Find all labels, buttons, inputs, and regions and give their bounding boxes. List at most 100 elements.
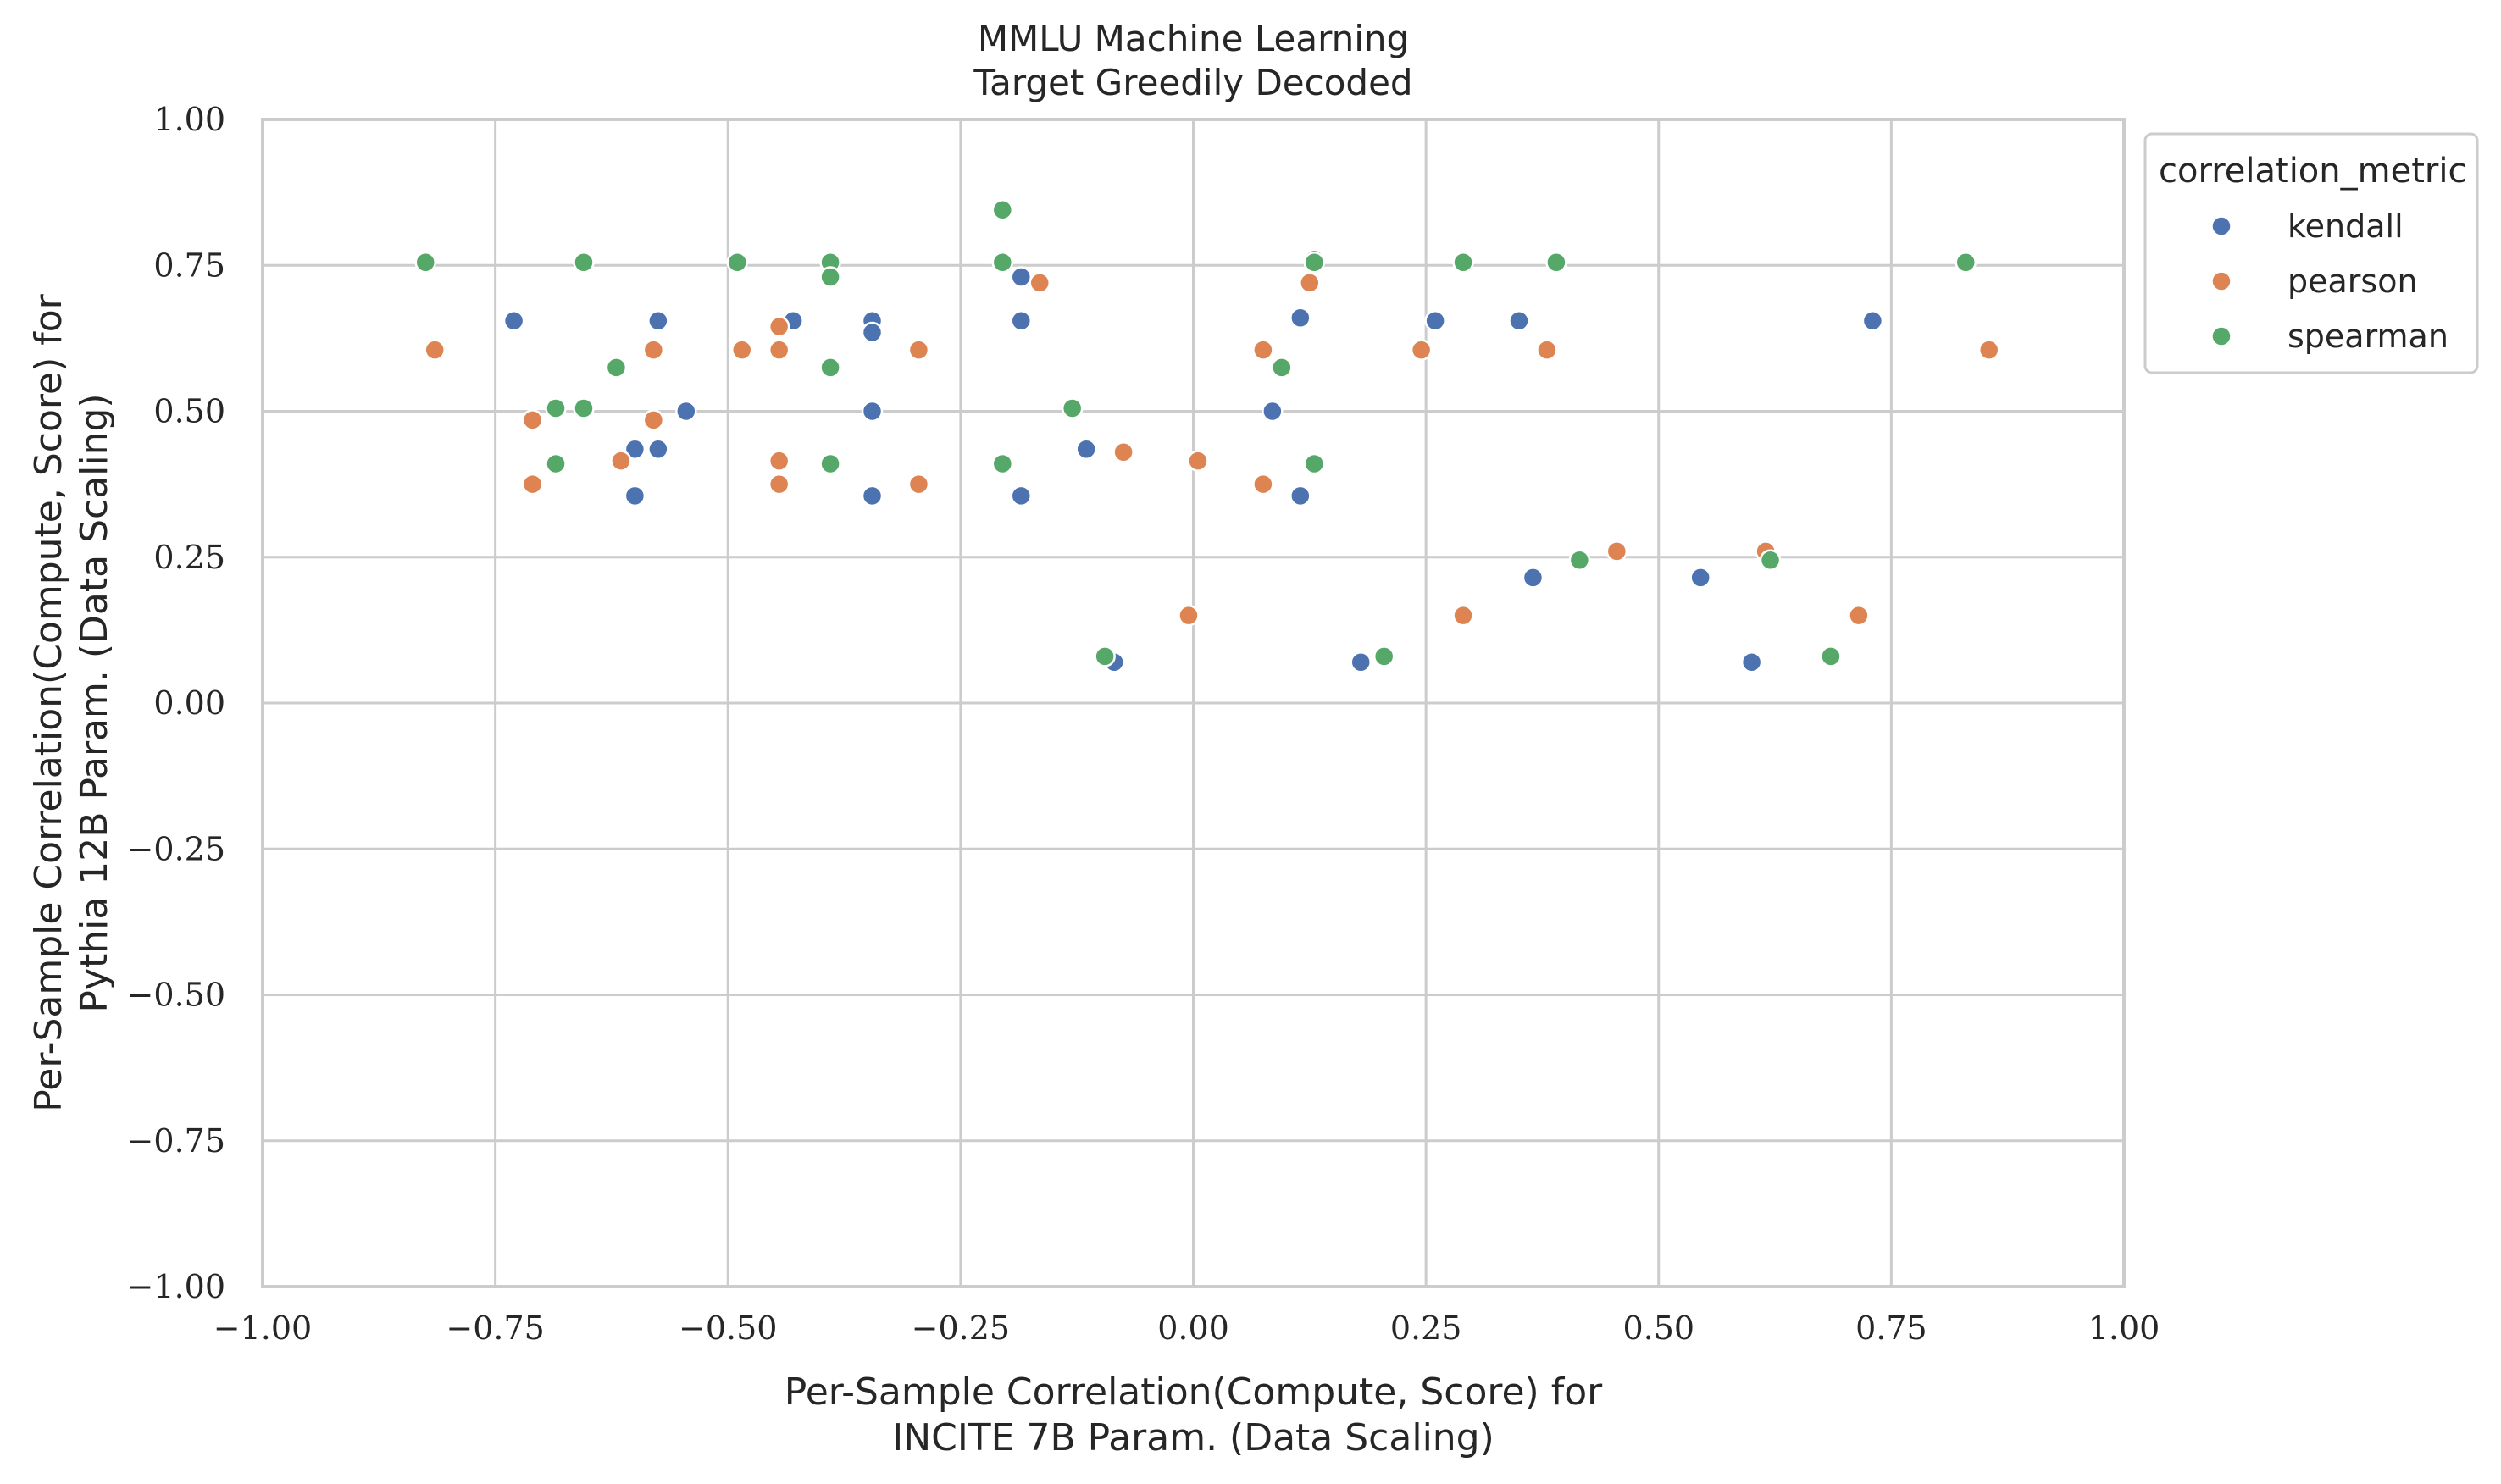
spearman-point: [1372, 645, 1395, 667]
y-tick-label: 0.25: [153, 539, 225, 576]
x-tick-label: −0.75: [446, 1310, 544, 1347]
spearman-point: [819, 452, 841, 475]
spearman-point: [1759, 549, 1782, 571]
pearson-point: [521, 473, 544, 496]
chart-title: MMLU Machine Learning Target Greedily Dec…: [973, 18, 1412, 103]
spearman-point: [545, 397, 567, 419]
pearson-point: [768, 315, 790, 338]
kendall-point: [647, 309, 669, 332]
legend: correlation_metric kendall pearson spearma…: [2143, 132, 2479, 374]
pearson-point: [768, 450, 790, 472]
kendall-point: [624, 438, 646, 461]
pearson-point: [1178, 604, 1200, 627]
spearman-point: [1545, 252, 1567, 274]
spearman-point: [414, 252, 436, 274]
spearman-point: [573, 397, 595, 419]
spearman-point: [1820, 645, 1842, 667]
spearman-point: [726, 252, 748, 274]
spearman-legend-marker: [2210, 325, 2232, 347]
pearson-point: [1112, 440, 1134, 463]
spearman-point: [819, 266, 841, 288]
legend-label-spearman: spearman: [2288, 318, 2448, 355]
spearman-point: [819, 357, 841, 379]
x-tick-label: 0.50: [1622, 1310, 1694, 1347]
kendall-point: [1075, 438, 1097, 461]
pearson-point: [610, 450, 632, 472]
x-tick-label: −0.25: [912, 1310, 1010, 1347]
kendall-point: [1689, 567, 1711, 589]
spearman-point: [1568, 549, 1591, 571]
pearson-point: [1605, 540, 1628, 562]
kendall-point: [1289, 307, 1312, 329]
kendall-legend-marker: [2210, 215, 2232, 237]
pearson-point: [730, 339, 753, 361]
kendall-point: [1262, 400, 1284, 423]
kendall-point: [1010, 309, 1033, 332]
kendall-point: [1424, 309, 1446, 332]
pearson-point: [1410, 339, 1433, 361]
spearman-point: [991, 199, 1014, 221]
kendall-point: [1010, 485, 1033, 507]
x-tick-label: −1.00: [214, 1310, 312, 1347]
y-tick-label: −0.50: [127, 977, 225, 1014]
spearman-point: [991, 452, 1014, 475]
kendall-point: [1861, 309, 1884, 332]
grid-lines: [263, 119, 2124, 1287]
spearman-point: [1452, 252, 1474, 274]
spearman-point: [573, 252, 595, 274]
kendall-point: [647, 438, 669, 461]
kendall-point: [675, 400, 697, 423]
legend-title: correlation_metric: [2159, 152, 2466, 191]
legend-label-kendall: kendall: [2288, 208, 2404, 245]
spearman-point: [1303, 252, 1326, 274]
kendall-point: [861, 485, 884, 507]
y-tick-label: 0.50: [153, 393, 225, 430]
spearman-point: [1303, 452, 1326, 475]
pearson-point: [1848, 604, 1870, 627]
pearson-point: [424, 339, 446, 361]
kendall-point: [624, 485, 646, 507]
pearson-point: [1977, 339, 2000, 361]
kendall-point: [1508, 309, 1530, 332]
spearman-point: [605, 357, 628, 379]
pearson-point: [768, 339, 790, 361]
pearson-point: [642, 409, 665, 431]
pearson-point: [521, 409, 544, 431]
y-tick-label: −1.00: [127, 1268, 225, 1305]
kendall-point: [861, 400, 884, 423]
x-tick-label: 0.00: [1157, 1310, 1229, 1347]
x-tick-label: −0.50: [679, 1310, 777, 1347]
x-tick-label: 0.75: [1855, 1310, 1927, 1347]
pearson-point: [1299, 272, 1321, 294]
spearman-point: [1061, 397, 1084, 419]
plot-area-frame: [261, 118, 2126, 1288]
y-tick-label: 0.00: [153, 684, 225, 722]
pearson-point: [1187, 450, 1209, 472]
legend-items: kendall pearson spearman: [2210, 208, 2448, 355]
y-axis-label: Per-Sample Correlation(Compute, Score) f…: [27, 293, 116, 1111]
x-tick-label: 1.00: [2088, 1310, 2160, 1347]
spearman-point: [1271, 357, 1293, 379]
pearson-point: [907, 473, 930, 496]
kendall-point: [1350, 651, 1372, 673]
pearson-point: [1452, 604, 1474, 627]
spearman-point: [545, 452, 567, 475]
pearson-point: [1029, 272, 1051, 294]
kendall-point: [502, 309, 525, 332]
legend-label-pearson: pearson: [2288, 263, 2418, 300]
pearson-point: [768, 473, 790, 496]
pearson-point: [1252, 339, 1274, 361]
pearson-point: [1536, 339, 1558, 361]
x-tick-label: 0.25: [1390, 1310, 1462, 1347]
kendall-point: [1740, 651, 1763, 673]
y-tick-label: −0.75: [127, 1122, 225, 1160]
y-tick-label: 0.75: [153, 246, 225, 284]
x-axis-label: Per-Sample Correlation(Compute, Score) f…: [785, 1370, 1603, 1459]
pearson-point: [642, 339, 665, 361]
pearson-point: [1252, 473, 1274, 496]
kendall-point: [1522, 567, 1544, 589]
y-tick-label: 1.00: [153, 101, 225, 138]
data-points: [414, 199, 2000, 673]
spearman-point: [1955, 252, 1977, 274]
